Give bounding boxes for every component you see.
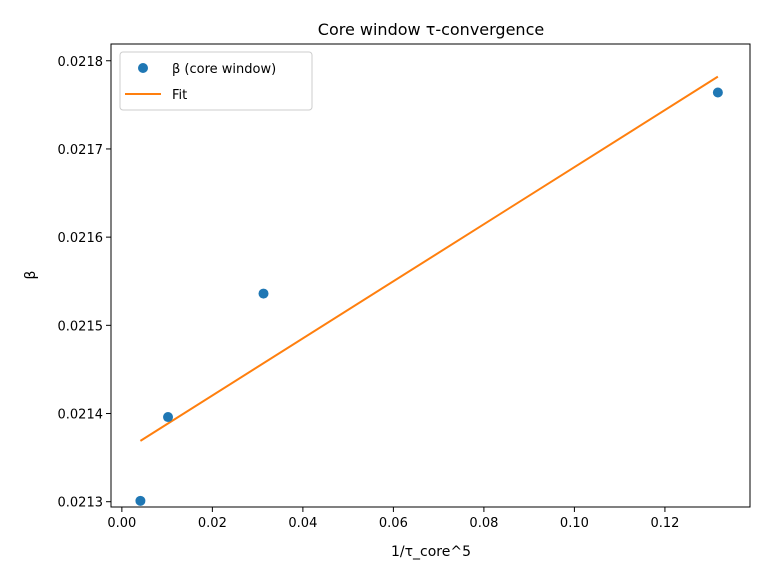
legend: β (core window) Fit [119, 51, 313, 111]
y-axis: 0.0213 0.0214 0.0215 0.0216 0.0217 0.0218 [58, 55, 111, 511]
x-axis-label: 1/τ_core^5 [391, 544, 471, 560]
x-tick-label: 0.00 [107, 516, 136, 531]
y-tick-label: 0.0218 [58, 55, 104, 70]
y-tick-label: 0.0213 [58, 496, 104, 511]
x-tick-label: 0.08 [469, 516, 498, 531]
legend-box [119, 51, 313, 111]
x-tick-label: 0.10 [560, 516, 589, 531]
y-tick-label: 0.0214 [58, 408, 104, 423]
x-axis: 0.00 0.02 0.04 0.06 0.08 0.10 0.12 [107, 507, 679, 531]
y-tick-label: 0.0216 [58, 231, 104, 246]
data-point [135, 495, 146, 506]
plot-marks [135, 75, 723, 506]
data-point [163, 412, 174, 423]
legend-label-scatter: β (core window) [172, 62, 276, 77]
plot-frame [110, 43, 751, 508]
legend-label-fit: Fit [172, 88, 187, 103]
fit-line [139, 75, 719, 442]
chart-title: Core window τ-convergence [318, 20, 544, 39]
y-tick-label: 0.0217 [58, 143, 104, 158]
legend-marker-scatter [138, 63, 148, 73]
y-tick-label: 0.0215 [58, 319, 104, 334]
data-point [712, 87, 723, 98]
x-tick-label: 0.06 [379, 516, 408, 531]
x-tick-label: 0.04 [288, 516, 317, 531]
x-tick-label: 0.02 [198, 516, 227, 531]
y-axis-label: β [23, 271, 39, 280]
x-tick-label: 0.12 [650, 516, 679, 531]
data-point [258, 288, 269, 299]
